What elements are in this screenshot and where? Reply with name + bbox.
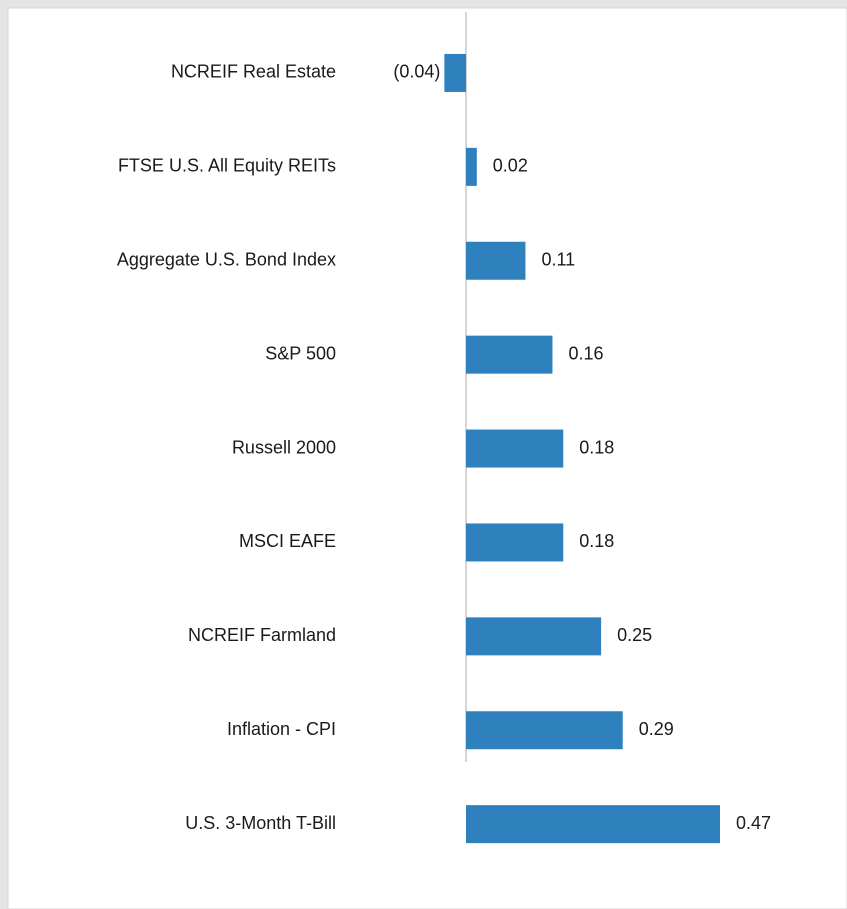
- value-label: 0.18: [579, 531, 614, 551]
- category-label: Inflation - CPI: [227, 719, 336, 739]
- bar: [466, 617, 602, 656]
- category-label: NCREIF Real Estate: [171, 62, 336, 82]
- value-label: 0.47: [736, 813, 771, 833]
- category-label: MSCI EAFE: [239, 531, 336, 551]
- category-label: Aggregate U.S. Bond Index: [117, 250, 336, 270]
- value-label: (0.04): [393, 62, 440, 82]
- bar: [466, 147, 477, 186]
- value-label: 0.29: [639, 719, 674, 739]
- bar: [466, 335, 553, 374]
- category-label: S&P 500: [265, 343, 336, 363]
- value-label: 0.18: [579, 437, 614, 457]
- value-label: 0.11: [541, 250, 575, 270]
- bar: [466, 241, 526, 280]
- bar: [444, 53, 466, 92]
- category-label: NCREIF Farmland: [188, 625, 336, 645]
- chart-panel: [7, 7, 847, 909]
- value-label: 0.02: [493, 156, 528, 176]
- value-label: 0.16: [568, 343, 603, 363]
- value-label: 0.25: [617, 625, 652, 645]
- bar: [466, 711, 623, 750]
- category-label: U.S. 3-Month T-Bill: [185, 813, 336, 833]
- bar: [466, 523, 564, 562]
- bar: [466, 429, 564, 468]
- bar: [466, 805, 720, 844]
- category-label: FTSE U.S. All Equity REITs: [118, 156, 336, 176]
- category-label: Russell 2000: [232, 437, 336, 457]
